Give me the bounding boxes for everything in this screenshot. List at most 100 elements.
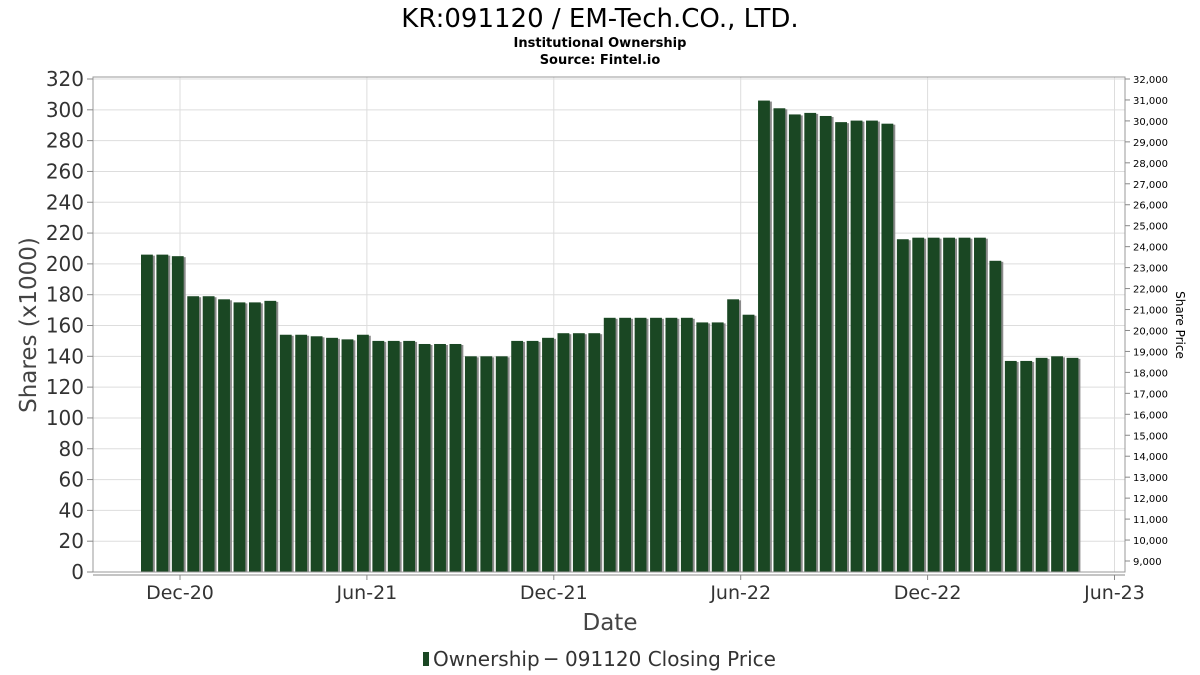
y2-tick-label: 25,000 <box>1133 222 1168 233</box>
bar <box>634 317 647 572</box>
y2-tick-label: 28,000 <box>1133 159 1168 170</box>
bar <box>943 237 955 572</box>
y-axis-left: 0 20 40 60 80 100 120 140 160 180 200 220 240 260 280 3… <box>46 67 93 584</box>
bar <box>896 239 909 572</box>
x-tick-label: Jun-22 <box>709 582 771 604</box>
bar <box>542 337 554 572</box>
bar <box>742 314 755 572</box>
plot-frame <box>92 76 1126 573</box>
y-tick-label: 140 <box>46 344 84 368</box>
y2-tick-label: 27,000 <box>1133 180 1168 191</box>
y-tick-label: 180 <box>46 283 84 307</box>
y2-tick-label: 10,000 <box>1133 536 1168 547</box>
bar <box>295 334 308 572</box>
bar <box>202 296 215 572</box>
x-axis-label: Date <box>583 610 638 636</box>
ownership-bars <box>141 100 1081 573</box>
legend-price-label: 091120 Closing Price <box>565 647 776 671</box>
y-tick-label: 320 <box>46 67 84 91</box>
bar <box>665 317 678 572</box>
y-tick-label: 260 <box>46 159 84 183</box>
bar <box>788 114 801 572</box>
bar <box>804 112 817 573</box>
x-tick-label: Dec-20 <box>146 582 214 604</box>
y-tick-label: 0 <box>71 560 84 584</box>
bar <box>326 337 338 572</box>
bar <box>819 115 832 572</box>
y2-tick-label: 22,000 <box>1133 285 1168 296</box>
bar <box>264 300 277 572</box>
bar <box>650 317 662 572</box>
y2-tick-label: 14,000 <box>1133 452 1168 463</box>
bar <box>495 356 508 572</box>
y2-tick-label: 29,000 <box>1133 138 1168 149</box>
bar <box>1051 356 1063 572</box>
bar <box>341 339 354 572</box>
y-tick-label: 20 <box>59 529 84 553</box>
x-tick-label: Jun-23 <box>1083 582 1145 604</box>
bar <box>835 122 848 572</box>
bar <box>572 333 585 572</box>
bar <box>279 334 292 572</box>
y-tick-label: 80 <box>59 437 84 461</box>
bar <box>141 254 153 572</box>
chart-title: KR:091120 / EM-Tech.CO., LTD. <box>401 4 798 34</box>
bar <box>557 333 570 572</box>
y-tick-label: 280 <box>46 129 84 153</box>
chart-subtitle: Institutional Ownership <box>514 36 687 51</box>
bar <box>927 237 940 572</box>
y2-tick-label: 16,000 <box>1133 410 1168 421</box>
y2-tick-label: 17,000 <box>1133 389 1168 400</box>
bar <box>449 343 462 572</box>
bar <box>233 302 246 572</box>
bar <box>1020 360 1033 572</box>
x-tick-label: Dec-21 <box>520 582 588 604</box>
y2-axis-label: Share Price <box>1173 291 1187 359</box>
bar <box>989 260 1002 572</box>
y2-tick-label: 13,000 <box>1133 473 1168 484</box>
bar <box>403 340 416 572</box>
bar <box>464 356 477 572</box>
y2-tick-label: 23,000 <box>1133 264 1168 275</box>
y2-tick-label: 20,000 <box>1133 326 1168 337</box>
x-tick-label: Dec-22 <box>894 582 962 604</box>
bar <box>387 340 400 572</box>
bar <box>680 317 693 572</box>
y2-tick-label: 30,000 <box>1133 117 1168 128</box>
bar <box>187 296 200 572</box>
bar <box>511 340 524 572</box>
legend-ownership-label: Ownership <box>433 647 540 671</box>
y-tick-label: 100 <box>46 406 84 430</box>
x-tick-label: Jun-21 <box>336 582 398 604</box>
y2-tick-label: 9,000 <box>1133 557 1162 568</box>
bar <box>218 299 230 572</box>
y-tick-label: 200 <box>46 252 84 276</box>
y2-tick-label: 12,000 <box>1133 494 1168 505</box>
x-axis: Dec-20Jun-21Dec-21Jun-22Dec-22Jun-23Dec-… <box>146 575 1145 604</box>
bar <box>526 340 539 572</box>
bar <box>758 100 770 572</box>
chart-source: Source: Fintel.io <box>540 53 661 68</box>
bar <box>310 336 323 572</box>
y2-tick-label: 31,000 <box>1133 96 1168 107</box>
y-tick-label: 240 <box>46 190 84 214</box>
y2-tick-label: 15,000 <box>1133 431 1168 442</box>
legend-price-swatch: ─ <box>544 647 558 671</box>
bar <box>171 256 184 572</box>
bar <box>958 237 971 572</box>
bar <box>696 322 709 572</box>
bar <box>912 237 925 572</box>
bar <box>248 302 261 572</box>
bar <box>372 340 385 572</box>
y-tick-label: 60 <box>59 468 84 492</box>
bar <box>866 120 878 573</box>
bar <box>1066 357 1079 572</box>
y-axis-right: 9,000 10,000 11,000 12,000 13,000 14,000 15,00… <box>1125 75 1168 568</box>
legend: Ownership ─ 091120 Closing Price <box>423 647 776 671</box>
bar <box>1004 360 1017 572</box>
y2-tick-label: 18,000 <box>1133 368 1168 379</box>
y-tick-label: 300 <box>46 98 84 122</box>
y2-tick-label: 21,000 <box>1133 306 1168 317</box>
bar <box>434 343 446 572</box>
